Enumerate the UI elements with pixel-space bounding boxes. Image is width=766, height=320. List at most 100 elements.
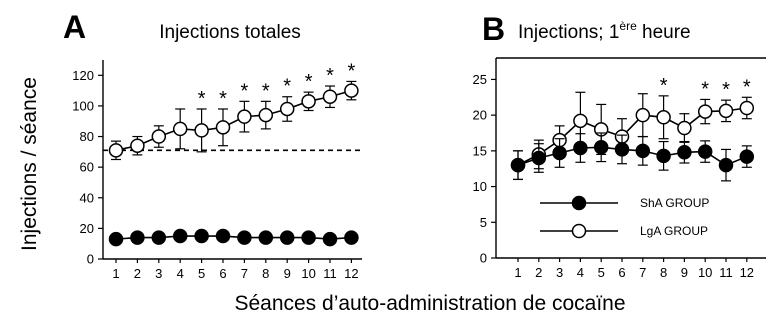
panel-a-open-series-point xyxy=(279,101,295,117)
panel-a-filled-series-point xyxy=(194,228,209,244)
panel-b-x-tick-label: 1 xyxy=(514,265,521,280)
panel-a-open-series-point xyxy=(301,94,316,109)
panel-a-x-tick-label: 4 xyxy=(177,266,184,281)
panel-a-significance-star: * xyxy=(198,88,206,110)
panel-a-filled-series-point xyxy=(237,230,252,245)
panel-a-filled-series-point xyxy=(258,230,274,245)
panel-a-open-series-point xyxy=(172,121,188,137)
panel-b-filled-series-point xyxy=(656,148,671,164)
panel-a-significance-star: * xyxy=(348,60,356,82)
panel-a-filled-series-point xyxy=(130,230,145,245)
panel-a-filled-series-point xyxy=(151,230,167,245)
panel-b-significance-star: * xyxy=(660,75,668,97)
panel-a-open-series-point xyxy=(322,89,338,104)
panel-b-filled-series-point xyxy=(573,140,588,156)
panel-a-open-series-point xyxy=(344,83,359,98)
panel-b-filled-series-point xyxy=(697,144,713,159)
panel-a-open-series-line xyxy=(115,89,352,152)
panel-a-x-tick-label: 10 xyxy=(301,266,315,281)
panel-a-y-tick-label: 80 xyxy=(80,129,94,144)
panel-a-y-tick-label: 40 xyxy=(80,190,94,205)
panel-b-x-tick-label: 10 xyxy=(698,265,712,280)
panel-b-significance-star: * xyxy=(722,79,730,101)
panel-b-title-main: Injections; 1 xyxy=(518,22,619,43)
panel-b-x-tick-label: 3 xyxy=(556,265,563,280)
panel-a-x-tick-label: 5 xyxy=(198,266,205,281)
panel-a-open-series-point xyxy=(151,129,167,144)
panel-b-legend-marker xyxy=(571,223,587,239)
x-axis-title: Séances d’auto-administration de cocaïne xyxy=(234,292,625,315)
panel-a-x-tick-label: 11 xyxy=(323,266,337,281)
panel-a-significance-star: * xyxy=(305,71,313,93)
panel-a-open-series-point xyxy=(194,123,209,138)
panel-b-y-tick-label: 15 xyxy=(473,143,487,158)
panel-a-filled-series-point xyxy=(279,230,295,245)
panel-b-filled-series-point xyxy=(635,143,651,159)
panel-a-y-tick-label: 20 xyxy=(80,221,94,236)
panel-b-x-tick-label: 2 xyxy=(535,265,542,280)
panel-a-open-series-point xyxy=(130,138,145,153)
panel-a-y-tick-label: 0 xyxy=(87,252,94,267)
panel-b-filled-series-point xyxy=(593,140,609,155)
panel-a-filled-series-point xyxy=(344,230,359,245)
panel-b-y-tick-label: 0 xyxy=(480,251,487,266)
panel-a-open-series-point xyxy=(258,107,274,123)
panel-a-open-series-point xyxy=(237,109,252,124)
panel-b-open-series-point xyxy=(739,100,755,116)
panel-b-open-series-point xyxy=(697,104,713,119)
panel-b-y-tick-label: 25 xyxy=(473,72,487,87)
panel-a-filled-series-line xyxy=(115,235,352,240)
panel-a-x-tick-label: 6 xyxy=(219,266,226,281)
panel-a-open-series-point xyxy=(108,143,124,158)
panel-b-y-tick-label: 5 xyxy=(480,215,487,230)
panel-b-x-tick-label: 12 xyxy=(740,265,754,280)
panel-a-letter: A xyxy=(63,9,86,45)
panel-b-significance-star: * xyxy=(743,76,751,98)
panel-b-open-series-point xyxy=(656,110,671,125)
panel-b-filled-series-line xyxy=(517,146,748,167)
panel-a-filled-series-point xyxy=(172,228,188,244)
panel-b-x-tick-label: 5 xyxy=(598,265,605,280)
panel-a-filled-series-point xyxy=(215,228,231,244)
panel-a-x-tick-label: 3 xyxy=(155,266,162,281)
panel-b-title-end: heure xyxy=(637,22,691,43)
panel-a-y-tick-label: 100 xyxy=(72,98,94,113)
panel-b-filled-series-point xyxy=(739,149,755,164)
panel-a-open-series-point xyxy=(215,120,231,135)
panel-a-x-tick-label: 1 xyxy=(112,266,119,281)
panel-a-significance-star: * xyxy=(283,76,291,98)
panel-b-x-tick-label: 6 xyxy=(618,265,625,280)
panel-a-y-tick-label: 60 xyxy=(80,160,94,175)
panel-b-x-tick-label: 11 xyxy=(719,265,733,280)
panel-b-open-series-point xyxy=(718,103,734,119)
panel-b-filled-series-point xyxy=(677,145,692,160)
panel-b-letter: B xyxy=(482,11,505,47)
panel-a-significance-star: * xyxy=(241,80,249,102)
panel-b-significance-star: * xyxy=(701,78,709,100)
panel-a-significance-star: * xyxy=(219,88,227,110)
panel-b-open-series-point xyxy=(573,113,588,129)
panel-b-x-tick-label: 7 xyxy=(639,265,646,280)
panel-a-filled-series-point xyxy=(322,231,338,247)
panel-a-filled-series-point xyxy=(108,231,124,247)
panel-b-open-series-point xyxy=(677,120,692,136)
panel-b-y-tick-label: 20 xyxy=(473,108,487,123)
panel-b-legend-label: LgA GROUP xyxy=(640,224,708,238)
panel-b-y-tick-label: 10 xyxy=(473,179,487,194)
panel-a-x-tick-label: 7 xyxy=(241,266,248,281)
panel-b-legend-marker xyxy=(571,195,587,211)
panel-a-x-tick-label: 8 xyxy=(262,266,269,281)
panel-a-significance-star: * xyxy=(326,65,334,87)
panel-b-open-series-point xyxy=(635,107,651,123)
panel-a-y-tick-label: 120 xyxy=(72,68,94,83)
panel-b-title-superscript: ère xyxy=(619,19,637,33)
panel-b-filled-series-point xyxy=(718,157,734,173)
panel-b-filled-series-point xyxy=(552,145,567,161)
panel-b-filled-series-point xyxy=(531,150,547,166)
panel-a-significance-star: * xyxy=(262,80,270,102)
panel-a-x-tick-label: 12 xyxy=(344,266,358,281)
panel-b-x-tick-label: 4 xyxy=(577,265,584,280)
panel-b-title: Injections; 1ère heure xyxy=(518,19,691,43)
